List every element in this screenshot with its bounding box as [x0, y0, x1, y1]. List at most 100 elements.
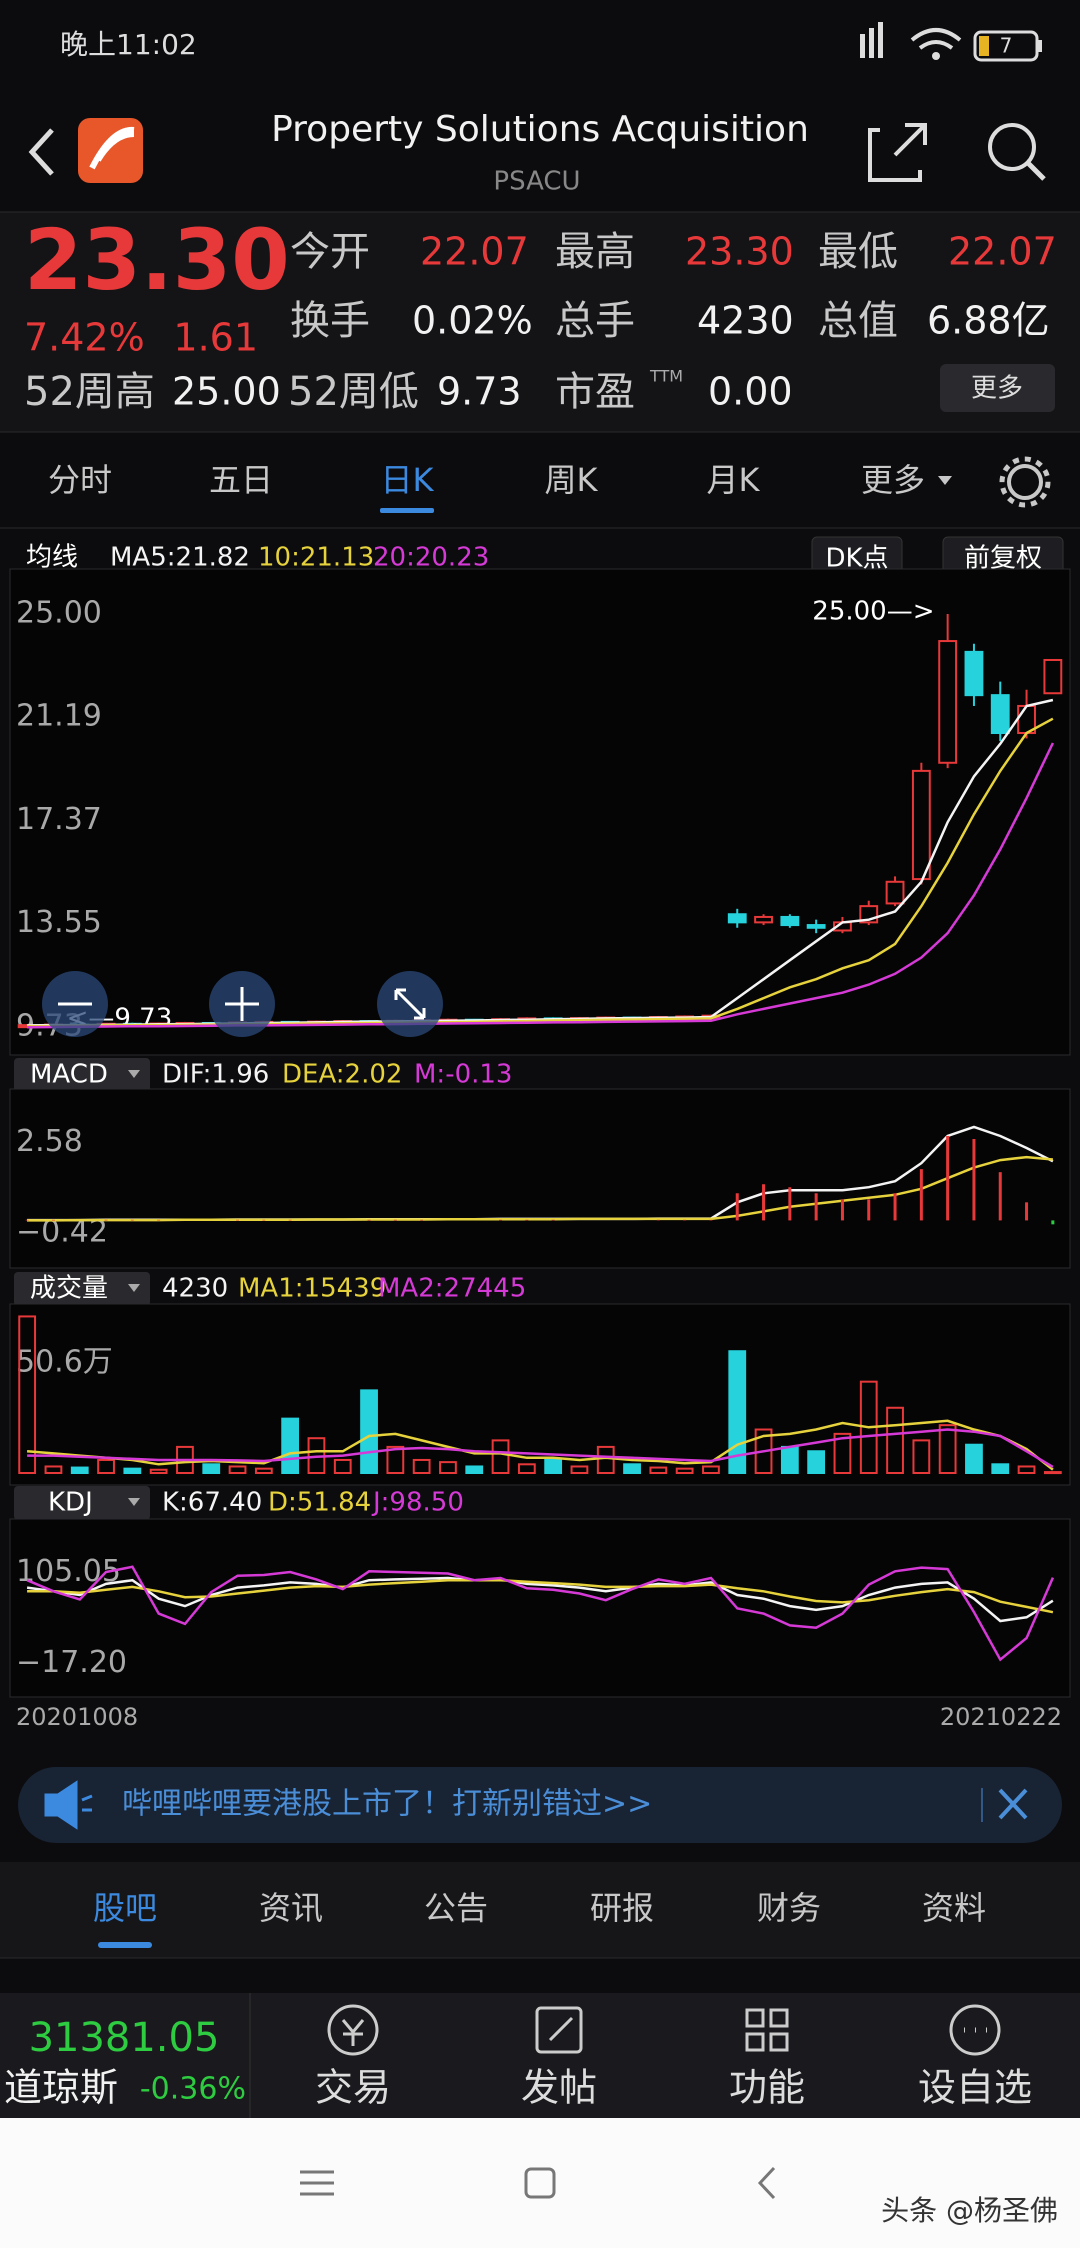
field-value: 25.00: [172, 370, 281, 414]
share-button[interactable]: [868, 123, 927, 182]
legend-entry: 4230: [162, 1274, 228, 1304]
change-pct: 7.42%: [24, 316, 145, 360]
volume-bar: [333, 1458, 352, 1474]
chart-frame: [9, 1088, 1071, 1269]
logo-mark: [89, 126, 135, 170]
legend-entry: MA1:15439: [238, 1274, 386, 1304]
period-tab[interactable]: 周K: [545, 461, 599, 499]
volume-bar: [465, 1465, 484, 1474]
indicator-selector[interactable]: [14, 1058, 150, 1092]
close-banner[interactable]: [998, 1788, 1028, 1820]
index-name[interactable]: 道琼斯: [4, 2066, 118, 2110]
home-button[interactable]: [524, 2167, 556, 2199]
legend-entry: DEA:2.02: [282, 1060, 402, 1090]
period-tab[interactable]: 分时: [48, 461, 112, 499]
y-tick-label: −17.20: [16, 1645, 127, 1680]
selector-label[interactable]: KDJ: [48, 1488, 93, 1518]
stock-name: Property Solutions Acquisition: [271, 109, 809, 150]
field-value: 23.30: [685, 230, 794, 274]
period-tab[interactable]: 日K: [381, 461, 435, 499]
search-button[interactable]: [988, 123, 1046, 181]
field-label: 52周高: [24, 369, 155, 415]
candle-body: [806, 924, 826, 929]
volume-bar: [596, 1445, 615, 1474]
series-line: [26, 1565, 1055, 1662]
selector-label[interactable]: MACD: [30, 1060, 108, 1090]
volume-bar: [938, 1424, 957, 1474]
y-tick-label: 50.6万: [16, 1344, 113, 1379]
volume-bar: [412, 1458, 431, 1474]
end-date: 20210222: [940, 1703, 1062, 1731]
selector-label[interactable]: 成交量: [30, 1274, 108, 1304]
active-tab-indicator: [98, 1942, 152, 1948]
field-value: 0.00: [708, 370, 793, 414]
index-change[interactable]: -0.36%: [140, 2072, 246, 2107]
promo-banner[interactable]: [18, 1767, 1062, 1843]
section-tab[interactable]: 研报: [590, 1889, 654, 1927]
nav-item[interactable]: 交易: [315, 2066, 391, 2110]
field-label: 市盈: [555, 369, 635, 415]
field-value: 6.88亿: [927, 299, 1050, 343]
period-tab[interactable]: 更多: [861, 461, 925, 499]
field-label: 今开: [290, 229, 370, 275]
back-button[interactable]: [28, 128, 54, 176]
nav-item[interactable]: 设自选: [918, 2066, 1032, 2110]
volume-bar: [18, 1315, 37, 1475]
volume-bar: [254, 1467, 273, 1475]
section-tab[interactable]: 股吧: [93, 1889, 157, 1927]
more-label[interactable]: 更多: [971, 374, 1023, 404]
index-value[interactable]: 31381.05: [29, 2015, 220, 2061]
volume-bar: [281, 1417, 300, 1474]
chart-frame: [9, 1518, 1071, 1698]
section-tab[interactable]: 资料: [922, 1889, 986, 1927]
candle-body: [911, 769, 931, 881]
charts: 25.0021.1917.3713.559.7325.00—><—9.732.5…: [9, 568, 1071, 1698]
volume-bar: [544, 1458, 563, 1474]
active-tab-indicator: [380, 508, 434, 513]
legend-entry: D:51.84: [268, 1488, 371, 1518]
volume-bar: [570, 1465, 589, 1474]
dropdown-caret: [128, 1070, 140, 1078]
section-tab[interactable]: 公告: [424, 1889, 488, 1927]
ma-label: 均线: [26, 543, 78, 573]
field-label: 换手: [290, 298, 370, 344]
section-tab[interactable]: 财务: [757, 1889, 821, 1927]
y-tick-label: 21.19: [16, 699, 102, 734]
back-nav-button[interactable]: [757, 2166, 776, 2200]
volume-bar: [44, 1465, 63, 1474]
annotation: 25.00—>: [812, 597, 934, 627]
field-label: 最高: [555, 229, 635, 275]
legend-entry: DIF:1.96: [162, 1060, 269, 1090]
series-line: [27, 1428, 1054, 1469]
nav-item[interactable]: 功能: [729, 2066, 805, 2110]
indicator-selector[interactable]: [14, 1272, 150, 1306]
legend-entry: J:98.50: [371, 1488, 464, 1518]
indicator-selector[interactable]: [14, 1486, 150, 1520]
field-value: 9.73: [437, 370, 522, 414]
period-tab[interactable]: 五日: [209, 461, 273, 499]
volume-bar: [123, 1467, 142, 1475]
nav-item[interactable]: 发帖: [521, 2066, 597, 2110]
volume-bar: [491, 1439, 510, 1475]
y-tick-label: 17.37: [16, 802, 102, 837]
volume-bar: [1017, 1465, 1036, 1474]
candle-body: [990, 694, 1010, 735]
field-label: 最低: [818, 229, 898, 275]
candle-body: [780, 915, 800, 927]
section-tab[interactable]: 资讯: [259, 1889, 323, 1927]
volume-bar: [202, 1463, 221, 1474]
legend-entry: 10:21.13: [258, 543, 374, 573]
field-value: 0.02%: [412, 299, 533, 343]
period-tab[interactable]: 月K: [707, 461, 761, 499]
change: 1.61: [173, 316, 258, 360]
watermark: 头条 @杨圣佛: [881, 2194, 1058, 2227]
status-time: 晚上11:02: [60, 28, 197, 61]
volume-bar: [70, 1466, 89, 1475]
candle-body: [938, 640, 958, 764]
more-button[interactable]: [940, 364, 1055, 412]
settings-button[interactable]: [999, 456, 1051, 508]
legend-entry: MA2:27445: [378, 1274, 526, 1304]
menu-button[interactable]: [300, 2170, 334, 2196]
volume-bar: [965, 1443, 983, 1475]
banner-text[interactable]: 哔哩哔哩要港股上市了！打新别错过>>: [122, 1787, 652, 1822]
